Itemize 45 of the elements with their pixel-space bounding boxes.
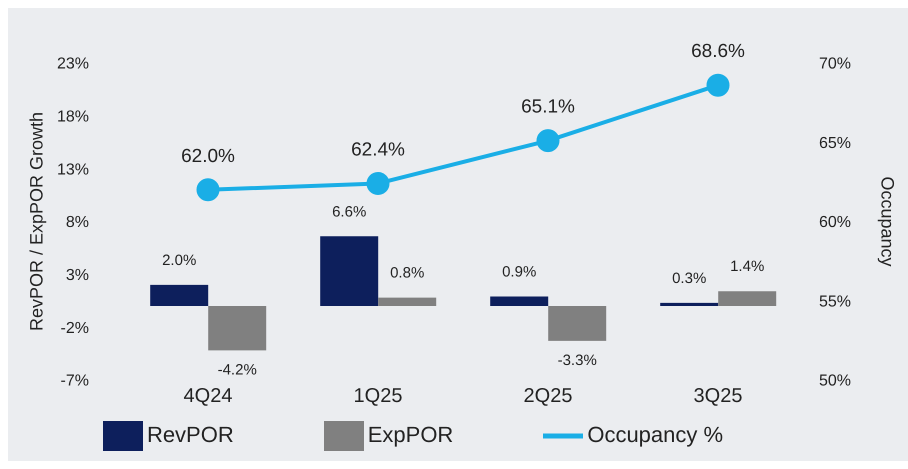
data-label: -3.3% [558, 352, 597, 369]
y-tick-label: 13% [56, 161, 89, 178]
bar [208, 306, 266, 350]
point [366, 172, 390, 195]
y-tick-label: 3% [66, 267, 89, 284]
data-label: 62.4% [351, 139, 406, 160]
point [196, 178, 220, 202]
bar [548, 306, 606, 341]
y-tick-label: 8% [66, 214, 89, 232]
data-label: 0.3% [672, 270, 706, 287]
y2-axis-title: Occupancy [878, 176, 898, 267]
x-tick-label: 1Q25 [354, 385, 402, 408]
x-tick-label: 4Q24 [184, 385, 232, 408]
bar [150, 284, 208, 306]
point [706, 74, 730, 97]
y-axis-title: RevPOR / ExpPOR Growth [26, 112, 46, 332]
legend-label: ExpPOR [368, 422, 454, 447]
data-label: 65.1% [521, 96, 576, 118]
y2-tick-label: 70% [819, 56, 852, 73]
x-tick-label: 2Q25 [524, 385, 572, 408]
bar [378, 298, 436, 306]
y-tick-label: -2% [60, 320, 89, 337]
data-label: 1.4% [730, 258, 764, 276]
y-tick-label: 23% [56, 56, 89, 73]
bar [320, 236, 378, 306]
bar [660, 302, 718, 306]
bar [490, 296, 548, 306]
bar [718, 291, 776, 306]
data-label: -4.2% [218, 361, 257, 378]
legend-label: Occupancy % [587, 422, 724, 447]
x-tick-label: 3Q25 [694, 385, 742, 408]
data-label: 62.0% [181, 146, 236, 167]
y-tick-label: -7% [60, 372, 89, 390]
data-label: 68.6% [691, 41, 746, 62]
data-label: 0.8% [390, 264, 424, 282]
point [536, 129, 560, 152]
y2-tick-label: 50% [819, 372, 852, 390]
data-label: 2.0% [162, 252, 196, 269]
y-tick-label: 18% [56, 108, 89, 126]
data-label: 0.9% [502, 264, 536, 281]
legend-label: RevPOR [146, 422, 234, 447]
data-label: 6.6% [332, 203, 366, 220]
y2-tick-label: 65% [819, 134, 852, 152]
y2-tick-label: 55% [819, 293, 852, 310]
y2-tick-label: 60% [819, 214, 852, 232]
